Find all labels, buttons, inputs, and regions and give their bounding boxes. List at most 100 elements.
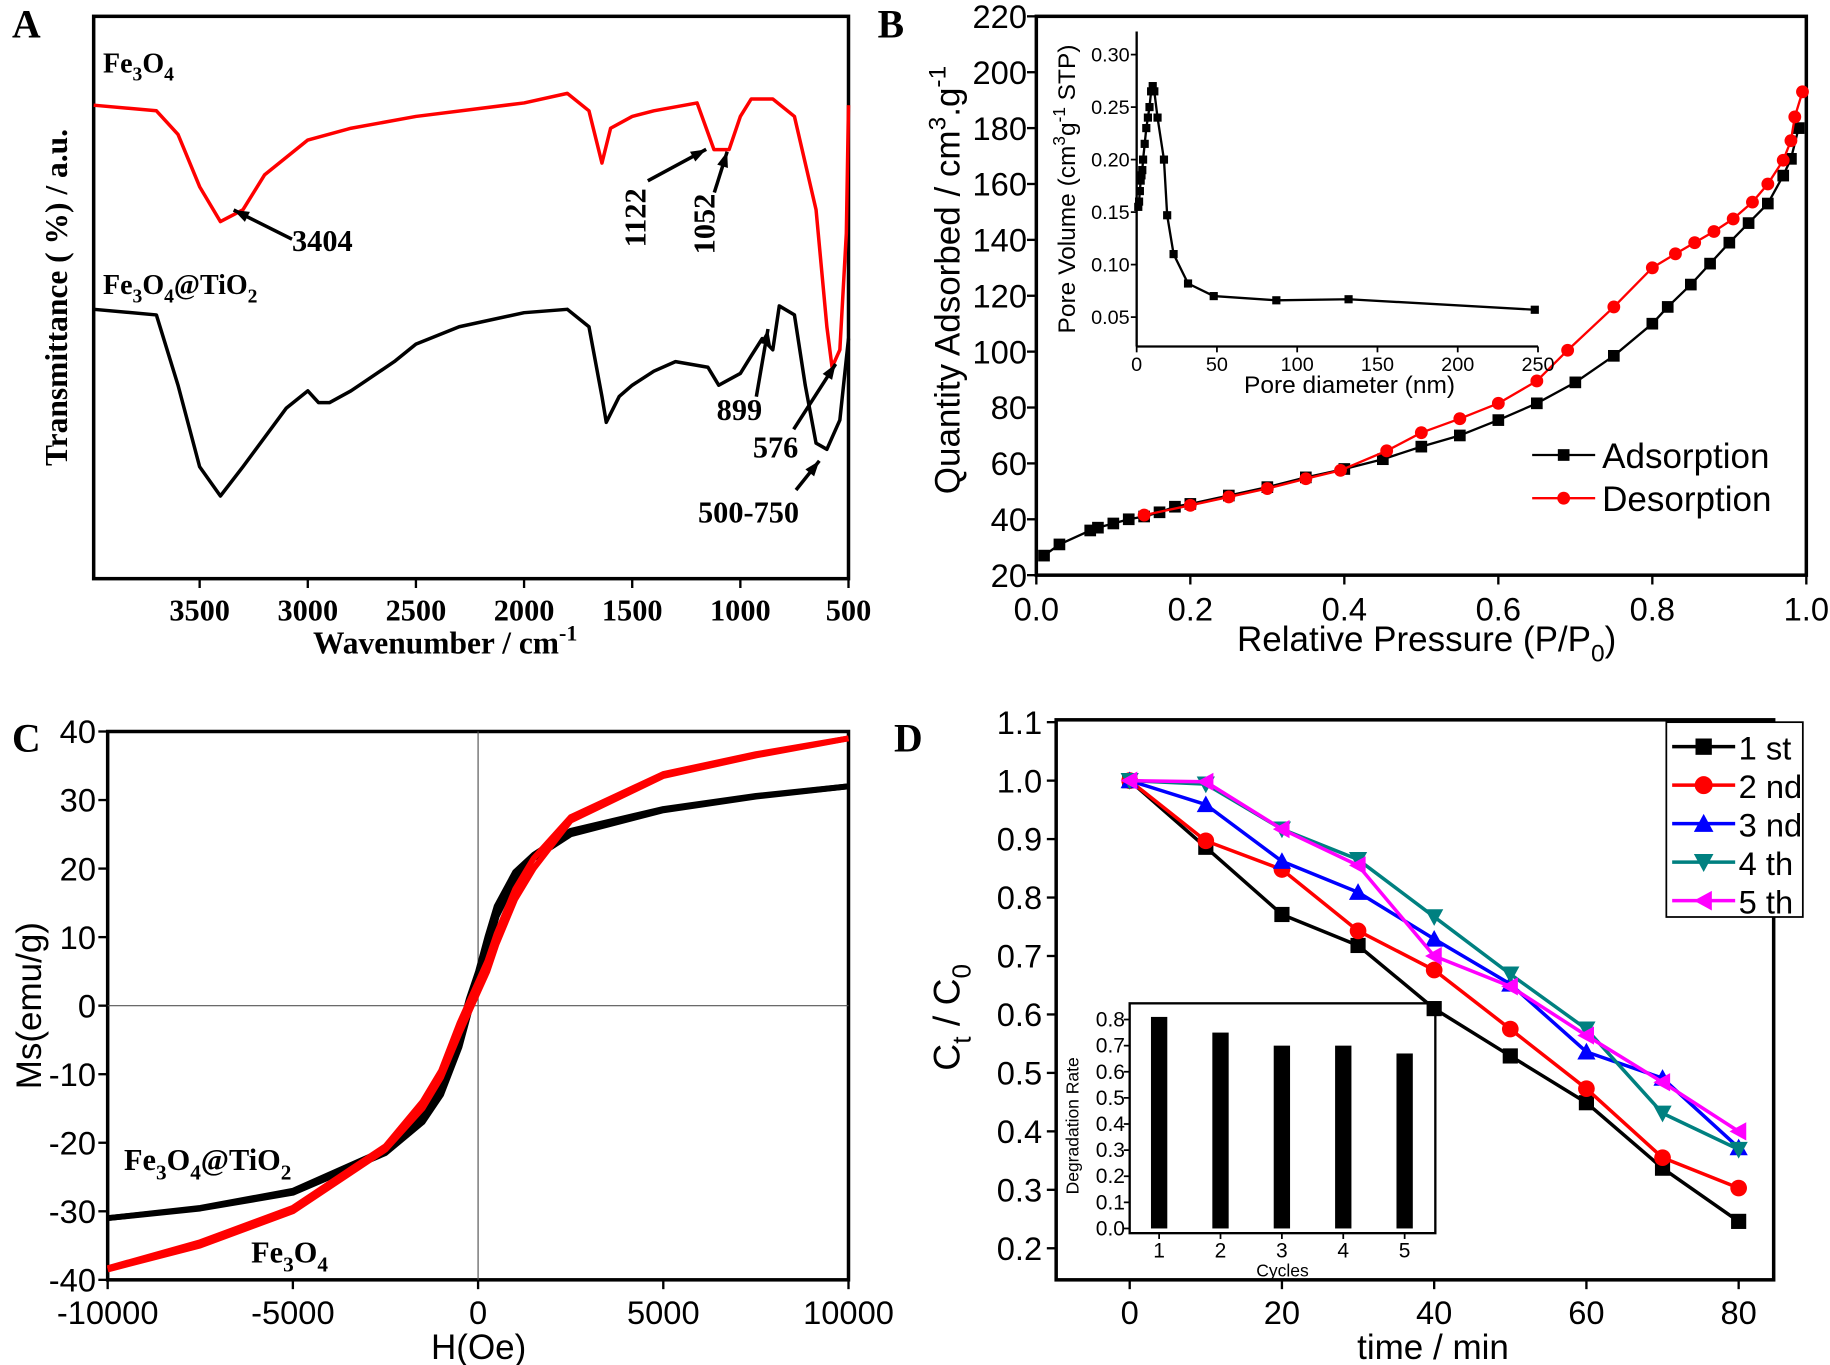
adsorption-point (1169, 500, 1181, 513)
point-1st (1502, 1048, 1518, 1064)
arrowhead-icon (805, 460, 820, 477)
point-4th (1501, 966, 1520, 984)
legend-label-adsorption: Adsorption (1602, 437, 1769, 476)
y-tick-label: 0.5 (997, 1055, 1042, 1092)
legend-marker-5th (1693, 890, 1712, 911)
inset-point (1272, 296, 1281, 305)
x-tick-label: 60 (1568, 1294, 1604, 1331)
adsorption-point (1492, 414, 1505, 426)
series-label-fe3o4-tio2: Fe3O4@TiO2 (103, 270, 257, 307)
inset-point (1153, 113, 1162, 122)
x-tick-label: 0.2 (1168, 591, 1213, 628)
desorption-point (1491, 396, 1505, 410)
inset-point (1138, 166, 1147, 175)
y-tick-label: -20 (49, 1124, 96, 1161)
inset-x-tick-label: 250 (1521, 354, 1554, 376)
x-tick-label: 1500 (602, 594, 663, 628)
point-4th (1653, 1105, 1672, 1123)
annotation-1122: 1122 (619, 188, 653, 247)
inset-x-tick-label: 3 (1276, 1240, 1288, 1263)
arrowhead-icon (690, 149, 707, 162)
panel-letter-a: A (12, 2, 41, 46)
annotation-3404: 3404 (292, 224, 353, 258)
inset-point (1139, 155, 1148, 164)
inset-bar-cycle-1 (1150, 1016, 1168, 1229)
point-5th (1653, 1073, 1671, 1092)
desorption-point (1788, 110, 1802, 124)
point-1st (1426, 1001, 1442, 1017)
x-axis-title: H(Oe) (431, 1328, 526, 1365)
y-tick-label: 0.7 (997, 938, 1042, 975)
point-5th (1120, 771, 1138, 790)
desorption-point (1746, 195, 1759, 209)
point-1st (1274, 906, 1290, 923)
x-tick-label: 40 (1416, 1294, 1452, 1331)
inset-point (1344, 295, 1353, 304)
panel-b-plot-frame (1034, 14, 1809, 577)
inset-y-tick-label: 0.10 (1091, 255, 1130, 277)
inset-bar-cycle-4 (1335, 1045, 1352, 1229)
inset-x-tick-label: 4 (1337, 1240, 1349, 1263)
x-tick-label: 3000 (277, 594, 338, 628)
desorption-point (1707, 225, 1721, 238)
legend-marker-4th (1693, 854, 1714, 872)
inset-x-tick-label: 5 (1399, 1240, 1411, 1263)
inset-y-tick-label: 0.1 (1096, 1191, 1125, 1214)
legend-label-3nd: 3 nd (1739, 807, 1803, 844)
legend-marker-1st (1695, 738, 1712, 755)
y-tick-label: 0.9 (997, 821, 1042, 858)
adsorption-point (1742, 217, 1755, 229)
y-tick-label: -30 (49, 1193, 96, 1230)
y-tick-label: 80 (991, 389, 1027, 426)
y-tick-label: 0.2 (997, 1230, 1042, 1267)
desorption-point (1183, 498, 1197, 512)
inset-x-tick-label: 200 (1441, 354, 1474, 376)
inset-bar-cycle-5 (1396, 1053, 1413, 1229)
arrowhead-icon (759, 329, 771, 346)
inset-y-tick-label: 0.05 (1091, 307, 1130, 329)
y-tick-label: 160 (973, 166, 1028, 203)
desorption-point (1669, 247, 1682, 261)
inset-x-tick-label: 2 (1215, 1240, 1227, 1263)
adsorption-point (1415, 440, 1428, 453)
y-tick-label: -10 (49, 1056, 96, 1093)
legend-label-5th: 5 th (1739, 883, 1793, 920)
desorption-point (1414, 426, 1428, 440)
inset-point (1150, 87, 1159, 96)
adsorption-point (1608, 349, 1620, 362)
desorption-point (1784, 134, 1798, 148)
inset-point (1530, 305, 1539, 314)
point-2nd (1425, 961, 1443, 979)
annotation-1052: 1052 (687, 194, 721, 255)
y-tick-label: 1.1 (997, 704, 1042, 741)
adsorption-point (1685, 278, 1697, 291)
x-tick-label: 1000 (710, 594, 771, 628)
panel-a-plot-frame (91, 14, 851, 581)
inset-y-tick-label: 0.6 (1096, 1061, 1125, 1084)
point-4th (1348, 851, 1368, 869)
y-axis-title: Ct / C0 (925, 964, 976, 1071)
point-5th (1272, 820, 1290, 839)
desorption-point (1726, 212, 1740, 226)
point-2nd (1730, 1179, 1747, 1197)
inset-point (1143, 113, 1152, 122)
x-tick-label: 5000 (627, 1294, 700, 1331)
inset-y-tick-label: 0.4 (1096, 1113, 1126, 1136)
legend-marker-2nd (1694, 776, 1713, 795)
x-axis-title: Wavenumber / cm-1 (313, 621, 577, 661)
x-tick-label: 0 (1121, 1294, 1139, 1331)
desorption-point (1334, 463, 1347, 477)
desorption-point (1380, 444, 1394, 458)
inset-y-tick-label: 0.7 (1096, 1035, 1125, 1058)
y-tick-label: 0.8 (997, 879, 1042, 916)
legend-label-4th: 4 th (1739, 845, 1793, 882)
x-tick-label: -5000 (251, 1294, 335, 1331)
desorption-point (1688, 236, 1702, 250)
x-tick-label: 80 (1720, 1294, 1756, 1331)
y-axis-title: Transmittance ( %) / a.u. (39, 129, 74, 466)
desorption-point (1607, 300, 1621, 314)
point-5th (1729, 1122, 1747, 1141)
inset-point (1169, 250, 1178, 259)
inset-y-tick-label: 0.2 (1096, 1165, 1125, 1188)
adsorption-point (1723, 236, 1736, 249)
